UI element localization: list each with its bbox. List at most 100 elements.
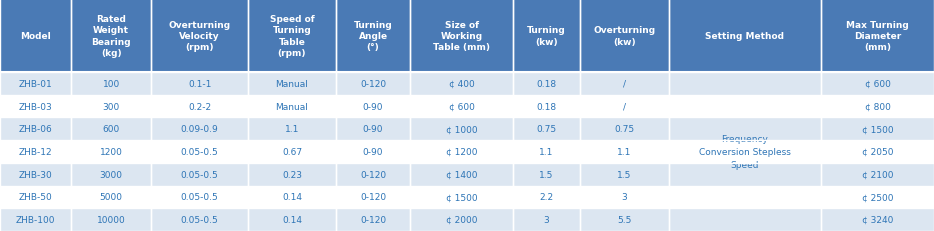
Bar (580, 163, 669, 186)
Bar (821, 163, 934, 186)
Text: 1.5: 1.5 (617, 170, 631, 179)
Bar (248, 141, 336, 163)
Bar (410, 186, 513, 208)
Bar (410, 118, 513, 141)
Bar (71, 118, 151, 141)
Bar (0, 118, 71, 141)
Text: 0-120: 0-120 (360, 170, 386, 179)
Text: 5000: 5000 (100, 193, 122, 202)
Text: ¢ 400: ¢ 400 (448, 80, 474, 88)
Text: ¢ 3240: ¢ 3240 (862, 215, 893, 224)
Bar (669, 186, 821, 208)
Bar (151, 141, 248, 163)
Text: ¢ 1500: ¢ 1500 (446, 193, 477, 202)
Text: ¢ 2100: ¢ 2100 (862, 170, 893, 179)
Text: 0-120: 0-120 (360, 193, 386, 202)
Bar (821, 141, 934, 163)
Bar (336, 141, 410, 163)
Bar (821, 186, 934, 208)
Bar (513, 163, 580, 186)
Text: 3: 3 (544, 215, 549, 224)
Text: Turning
Angle
(°): Turning Angle (°) (354, 21, 392, 52)
Bar (248, 95, 336, 118)
Text: 0.18: 0.18 (536, 80, 557, 88)
Text: 1.1: 1.1 (540, 147, 554, 156)
Text: Rated
Weight
Bearing
(kg): Rated Weight Bearing (kg) (92, 15, 131, 58)
Text: Size of
Working
Table (mm): Size of Working Table (mm) (433, 21, 490, 52)
Text: 0.05-0.5: 0.05-0.5 (180, 170, 219, 179)
Bar (580, 186, 669, 208)
Bar (580, 118, 669, 141)
Bar (71, 73, 151, 95)
Bar (821, 208, 934, 231)
Bar (669, 208, 821, 231)
Text: Manual: Manual (276, 102, 308, 111)
Text: ¢ 2000: ¢ 2000 (446, 215, 477, 224)
Text: 0.14: 0.14 (282, 215, 302, 224)
Text: 0.1-1: 0.1-1 (188, 80, 211, 88)
Text: Speed of
Turning
Table
(rpm): Speed of Turning Table (rpm) (270, 15, 315, 58)
Text: 1.1: 1.1 (617, 147, 631, 156)
Bar (71, 208, 151, 231)
Bar (151, 0, 248, 73)
Text: 0-90: 0-90 (362, 147, 383, 156)
Bar (336, 186, 410, 208)
Text: ¢ 1000: ¢ 1000 (446, 125, 477, 134)
Text: 3000: 3000 (100, 170, 122, 179)
Bar (669, 163, 821, 186)
Text: 1.1: 1.1 (285, 125, 299, 134)
Bar (410, 0, 513, 73)
Bar (410, 95, 513, 118)
Text: ZHB-30: ZHB-30 (19, 170, 52, 179)
Text: Manual: Manual (276, 80, 308, 88)
Text: ¢ 600: ¢ 600 (865, 80, 890, 88)
Text: ¢ 2500: ¢ 2500 (862, 193, 893, 202)
Text: ¢ 2050: ¢ 2050 (862, 147, 893, 156)
Text: ¢ 800: ¢ 800 (865, 102, 890, 111)
Text: ZHB-03: ZHB-03 (19, 102, 52, 111)
Bar (410, 141, 513, 163)
Bar (513, 95, 580, 118)
Text: 0.05-0.5: 0.05-0.5 (180, 147, 219, 156)
Text: 0.14: 0.14 (282, 193, 302, 202)
Text: 2.2: 2.2 (540, 193, 554, 202)
Bar (669, 95, 821, 118)
Bar (0, 208, 71, 231)
Bar (580, 208, 669, 231)
Bar (336, 118, 410, 141)
Text: 600: 600 (103, 125, 120, 134)
Text: 100: 100 (103, 80, 120, 88)
Text: 0-120: 0-120 (360, 215, 386, 224)
Text: ¢ 600: ¢ 600 (448, 102, 474, 111)
Bar (336, 208, 410, 231)
Text: ZHB-01: ZHB-01 (19, 80, 52, 88)
Bar (669, 118, 821, 141)
Bar (669, 141, 821, 163)
Bar (151, 73, 248, 95)
Bar (580, 95, 669, 118)
Text: ¢ 1200: ¢ 1200 (446, 147, 477, 156)
Text: 300: 300 (103, 102, 120, 111)
Bar (669, 73, 821, 95)
Bar (410, 73, 513, 95)
Bar (669, 0, 821, 73)
Text: 0.05-0.5: 0.05-0.5 (180, 215, 219, 224)
Text: Setting Method: Setting Method (705, 32, 785, 41)
Text: 0.67: 0.67 (282, 147, 302, 156)
Text: ZHB-06: ZHB-06 (19, 125, 52, 134)
Bar (71, 141, 151, 163)
Bar (0, 0, 71, 73)
Text: 0.75: 0.75 (615, 125, 634, 134)
Bar (248, 163, 336, 186)
Bar (151, 95, 248, 118)
Bar (513, 208, 580, 231)
Bar (151, 208, 248, 231)
Bar (71, 95, 151, 118)
Text: 0.75: 0.75 (536, 125, 557, 134)
Bar (248, 0, 336, 73)
Bar (513, 73, 580, 95)
Bar (248, 73, 336, 95)
Bar (248, 186, 336, 208)
Text: 0.23: 0.23 (282, 170, 302, 179)
Text: 0.05-0.5: 0.05-0.5 (180, 193, 219, 202)
